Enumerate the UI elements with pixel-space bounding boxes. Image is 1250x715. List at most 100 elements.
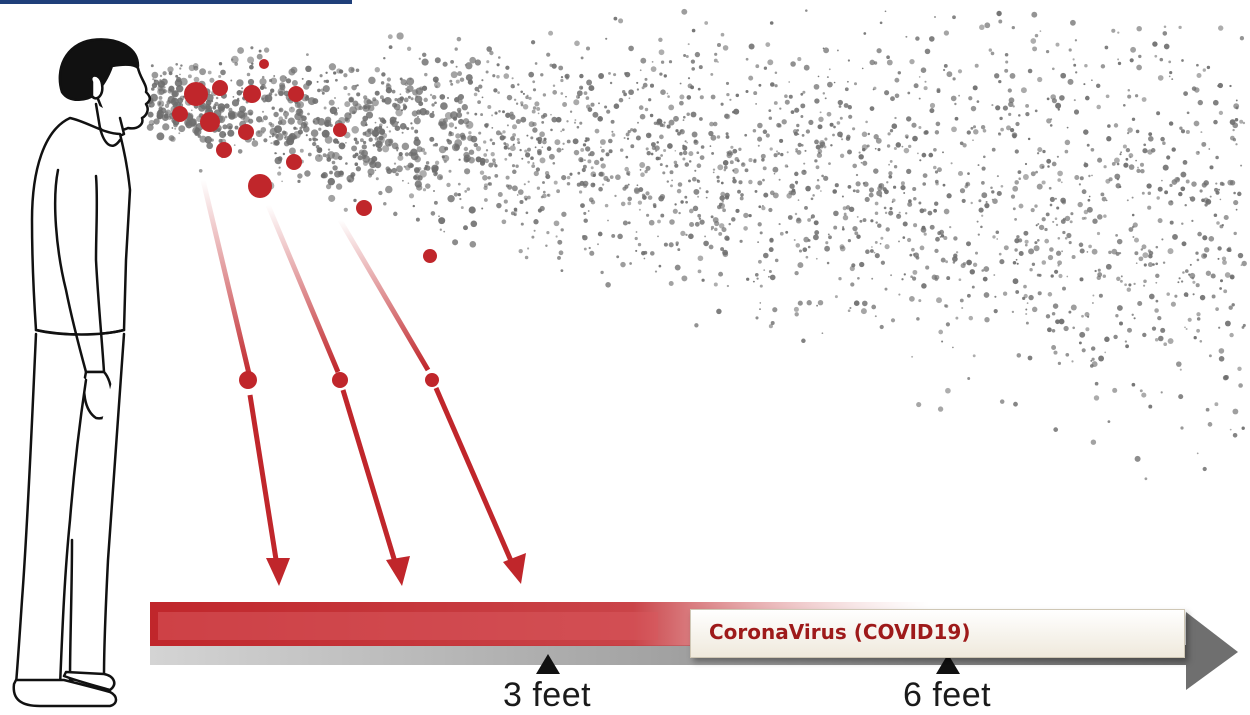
aerosol-particle xyxy=(456,36,462,42)
aerosol-particle xyxy=(731,217,736,222)
aerosol-particle xyxy=(893,165,898,169)
aerosol-particle xyxy=(718,271,724,277)
aerosol-particle xyxy=(1097,268,1101,272)
aerosol-particle xyxy=(369,160,377,169)
aerosol-particle xyxy=(1183,91,1188,96)
aerosol-particle xyxy=(383,56,386,60)
aerosol-particle xyxy=(842,226,845,229)
aerosol-particle xyxy=(679,129,683,133)
aerosol-particle xyxy=(661,123,666,128)
aerosol-particle xyxy=(998,252,1002,256)
aerosol-particle xyxy=(957,69,963,74)
aerosol-particle xyxy=(497,91,500,94)
aerosol-particle xyxy=(816,178,820,182)
aerosol-particle xyxy=(513,207,518,212)
aerosol-particle xyxy=(438,215,440,218)
aerosol-particle xyxy=(856,215,859,218)
aerosol-particle xyxy=(159,74,163,78)
aerosol-particle xyxy=(635,249,638,252)
aerosol-particle xyxy=(692,205,699,212)
aerosol-particle xyxy=(627,221,631,225)
aerosol-particle xyxy=(821,174,824,178)
aerosol-particle xyxy=(150,64,154,68)
aerosol-particle xyxy=(712,171,715,174)
aerosol-particle xyxy=(784,164,789,168)
aerosol-particle xyxy=(1056,155,1059,158)
aerosol-particle xyxy=(817,299,824,306)
aerosol-particle xyxy=(900,185,906,191)
aerosol-particle xyxy=(852,127,856,131)
aerosol-particle xyxy=(785,230,789,234)
aerosol-particle xyxy=(527,147,531,152)
aerosol-particle xyxy=(520,103,524,107)
aerosol-particle xyxy=(1027,68,1033,74)
aerosol-particle xyxy=(403,97,409,103)
aerosol-particle xyxy=(690,111,697,118)
aerosol-particle xyxy=(448,122,455,128)
aerosol-particle xyxy=(1122,103,1126,107)
aerosol-particle xyxy=(955,251,959,254)
aerosol-particle xyxy=(524,149,528,153)
aerosol-particle xyxy=(475,156,482,163)
aerosol-particle xyxy=(600,146,602,149)
aerosol-particle xyxy=(318,154,321,157)
aerosol-particle xyxy=(1203,180,1209,186)
aerosol-particle xyxy=(1124,283,1127,287)
aerosol-particle xyxy=(421,52,427,58)
aerosol-particle xyxy=(1027,137,1031,141)
aerosol-particle xyxy=(934,170,939,174)
aerosol-particle xyxy=(1016,353,1022,358)
aerosol-particle xyxy=(884,90,890,96)
aerosol-particle xyxy=(478,131,482,135)
aerosol-particle xyxy=(761,158,765,162)
aerosol-particle xyxy=(318,127,322,131)
aerosol-particle xyxy=(979,24,985,31)
aerosol-particle xyxy=(590,171,597,178)
aerosol-particle xyxy=(274,125,282,134)
aerosol-particle xyxy=(299,148,304,153)
aerosol-particle xyxy=(425,161,430,165)
aerosol-particle xyxy=(671,179,673,182)
aerosol-particle xyxy=(761,206,766,211)
aerosol-particle xyxy=(929,36,935,42)
aerosol-particle xyxy=(477,100,481,104)
aerosol-particle xyxy=(1182,160,1188,165)
aerosol-particle xyxy=(757,136,763,142)
aerosol-particle xyxy=(770,321,775,325)
aerosol-particle xyxy=(1104,45,1109,50)
aerosol-particle xyxy=(763,192,769,198)
aerosol-particle xyxy=(833,81,836,84)
aerosol-particle xyxy=(599,139,606,145)
aerosol-particle xyxy=(465,62,473,70)
aerosol-particle xyxy=(252,138,255,141)
aerosol-particle xyxy=(732,176,736,180)
aerosol-particle xyxy=(605,152,610,157)
aerosol-particle xyxy=(351,84,357,91)
aerosol-particle xyxy=(562,142,565,145)
aerosol-particle xyxy=(457,182,461,186)
aerosol-particle xyxy=(347,92,351,96)
aerosol-particle xyxy=(658,37,663,43)
aerosol-particle xyxy=(654,270,658,273)
aerosol-particle xyxy=(1179,368,1182,371)
aerosol-particle xyxy=(894,77,900,83)
aerosol-particle xyxy=(918,299,922,303)
aerosol-particle xyxy=(916,152,919,155)
aerosol-particle xyxy=(537,112,540,115)
aerosol-particle xyxy=(343,85,348,91)
aerosol-particle xyxy=(903,147,910,154)
aerosol-particle xyxy=(190,109,193,112)
aerosol-particle xyxy=(1086,143,1090,147)
aerosol-particle xyxy=(1141,392,1147,398)
aerosol-particle xyxy=(1014,217,1018,221)
aerosol-particle xyxy=(694,169,697,172)
aerosol-particle xyxy=(1005,60,1009,64)
aerosol-particle xyxy=(1213,119,1218,125)
aerosol-particle xyxy=(861,144,868,151)
aerosol-particle xyxy=(386,77,391,82)
aerosol-particle xyxy=(485,149,489,152)
aerosol-particle xyxy=(913,223,918,228)
aerosol-particle xyxy=(628,89,634,96)
aerosol-particle xyxy=(912,269,918,275)
aerosol-particle xyxy=(848,206,855,213)
